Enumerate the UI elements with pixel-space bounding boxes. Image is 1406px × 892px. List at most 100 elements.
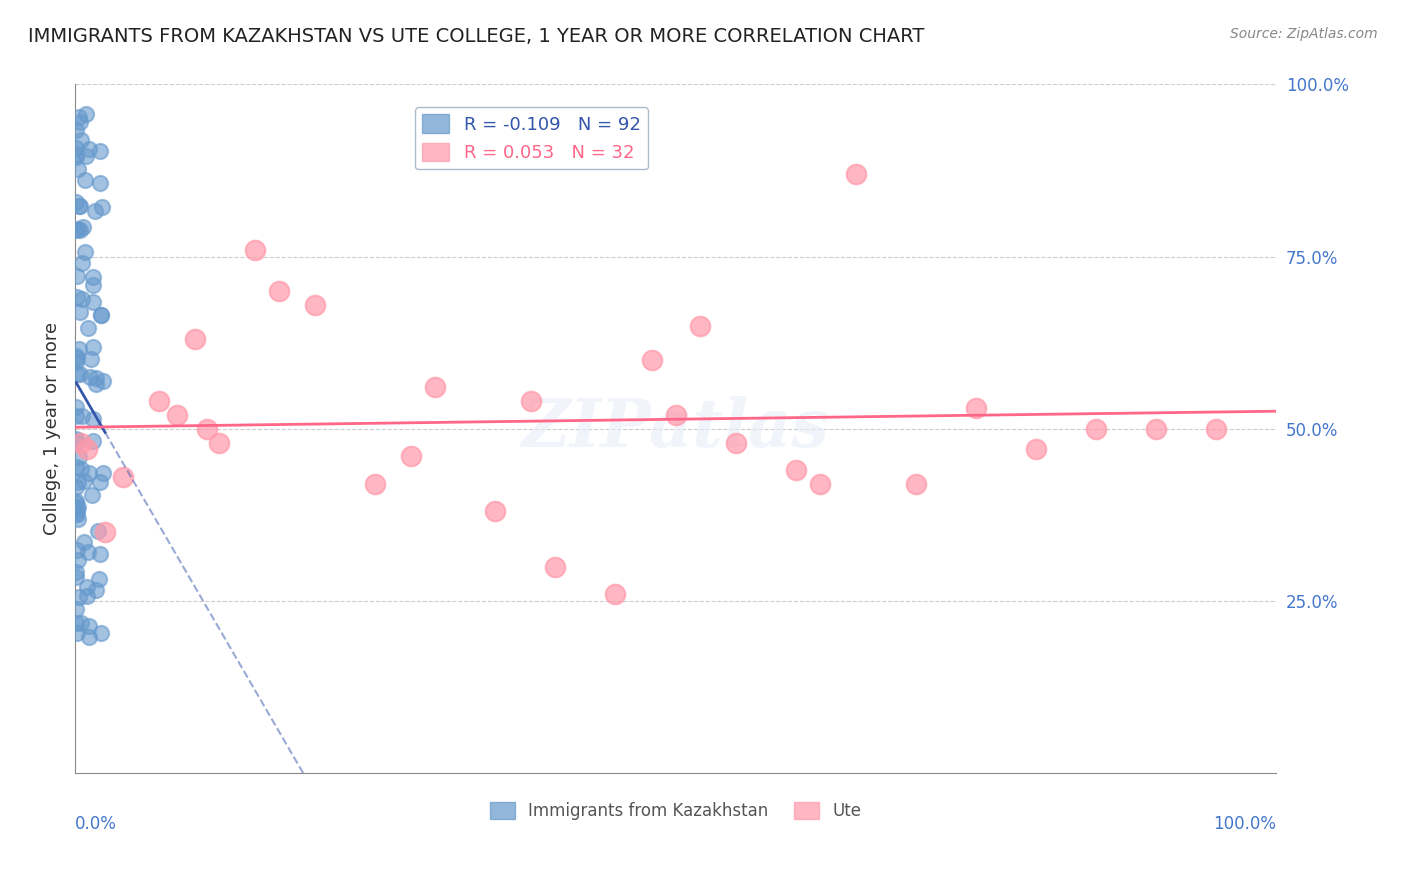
Point xyxy=(808,477,831,491)
Legend: Immigrants from Kazakhstan, Ute: Immigrants from Kazakhstan, Ute xyxy=(484,796,868,827)
Point xyxy=(65,123,87,137)
Point xyxy=(66,290,89,304)
Point xyxy=(89,547,111,561)
Point xyxy=(965,401,987,416)
Point xyxy=(67,199,90,213)
Point xyxy=(66,500,89,515)
Point xyxy=(79,352,101,367)
Point xyxy=(69,591,91,605)
Point xyxy=(65,409,87,423)
Point xyxy=(91,374,114,388)
Point xyxy=(69,305,91,319)
Point xyxy=(66,543,89,558)
Point xyxy=(76,580,98,594)
Point xyxy=(75,149,97,163)
Point xyxy=(82,412,104,426)
Point xyxy=(82,434,104,448)
Point xyxy=(70,435,93,450)
Point xyxy=(65,460,87,475)
Point xyxy=(77,544,100,558)
Point xyxy=(90,308,112,322)
Point xyxy=(82,270,104,285)
Point xyxy=(82,295,104,310)
Point xyxy=(73,535,96,549)
Point xyxy=(84,582,107,597)
Point xyxy=(90,626,112,640)
Point xyxy=(785,463,807,477)
Point xyxy=(76,589,98,603)
Point xyxy=(65,355,87,369)
Point xyxy=(605,587,627,601)
Point xyxy=(65,494,87,508)
Point xyxy=(65,615,87,630)
Point xyxy=(73,173,96,187)
Point xyxy=(66,268,89,283)
Point xyxy=(65,223,87,237)
Point xyxy=(66,351,89,365)
Point xyxy=(66,162,89,177)
Text: 0.0%: 0.0% xyxy=(75,814,117,832)
Point xyxy=(243,243,266,257)
Point xyxy=(195,422,218,436)
Point xyxy=(65,570,87,584)
Point xyxy=(82,278,104,293)
Point xyxy=(80,488,103,502)
Point xyxy=(89,475,111,489)
Point xyxy=(72,292,94,306)
Point xyxy=(65,565,87,579)
Point xyxy=(1205,422,1227,436)
Point xyxy=(70,255,93,269)
Point xyxy=(66,501,89,516)
Point xyxy=(65,400,87,414)
Point xyxy=(66,553,89,567)
Point xyxy=(65,601,87,615)
Point xyxy=(65,349,87,363)
Point xyxy=(87,572,110,586)
Point xyxy=(84,371,107,385)
Point xyxy=(166,408,188,422)
Point xyxy=(65,495,87,509)
Point xyxy=(87,524,110,539)
Point xyxy=(77,321,100,335)
Point xyxy=(425,380,447,394)
Point xyxy=(1025,442,1047,457)
Point xyxy=(89,176,111,190)
Point xyxy=(67,512,90,526)
Point xyxy=(69,133,91,147)
Point xyxy=(269,284,291,298)
Point xyxy=(79,466,101,480)
Text: IMMIGRANTS FROM KAZAKHSTAN VS UTE COLLEGE, 1 YEAR OR MORE CORRELATION CHART: IMMIGRANTS FROM KAZAKHSTAN VS UTE COLLEG… xyxy=(28,27,925,45)
Point xyxy=(66,507,89,521)
Point xyxy=(67,450,90,464)
Point xyxy=(75,107,97,121)
Point xyxy=(69,368,91,382)
Text: ZIPatlas: ZIPatlas xyxy=(522,396,830,461)
Point xyxy=(544,559,567,574)
Point xyxy=(66,626,89,640)
Point xyxy=(65,432,87,446)
Point xyxy=(304,298,326,312)
Point xyxy=(208,435,231,450)
Point xyxy=(112,470,135,484)
Point xyxy=(69,615,91,630)
Point xyxy=(70,409,93,424)
Point xyxy=(1084,422,1107,436)
Point xyxy=(67,342,90,356)
Point xyxy=(77,619,100,633)
Text: Source: ZipAtlas.com: Source: ZipAtlas.com xyxy=(1230,27,1378,41)
Point xyxy=(65,480,87,494)
Point xyxy=(401,450,423,464)
Point xyxy=(84,204,107,219)
Point xyxy=(689,318,711,333)
Point xyxy=(90,200,112,214)
Point xyxy=(67,110,90,124)
Point xyxy=(520,394,543,409)
Point xyxy=(664,408,686,422)
Point xyxy=(72,220,94,235)
Point xyxy=(69,115,91,129)
Point xyxy=(904,477,927,491)
Point xyxy=(65,141,87,155)
Point xyxy=(65,148,87,162)
Point xyxy=(845,167,868,181)
Point xyxy=(76,442,98,457)
